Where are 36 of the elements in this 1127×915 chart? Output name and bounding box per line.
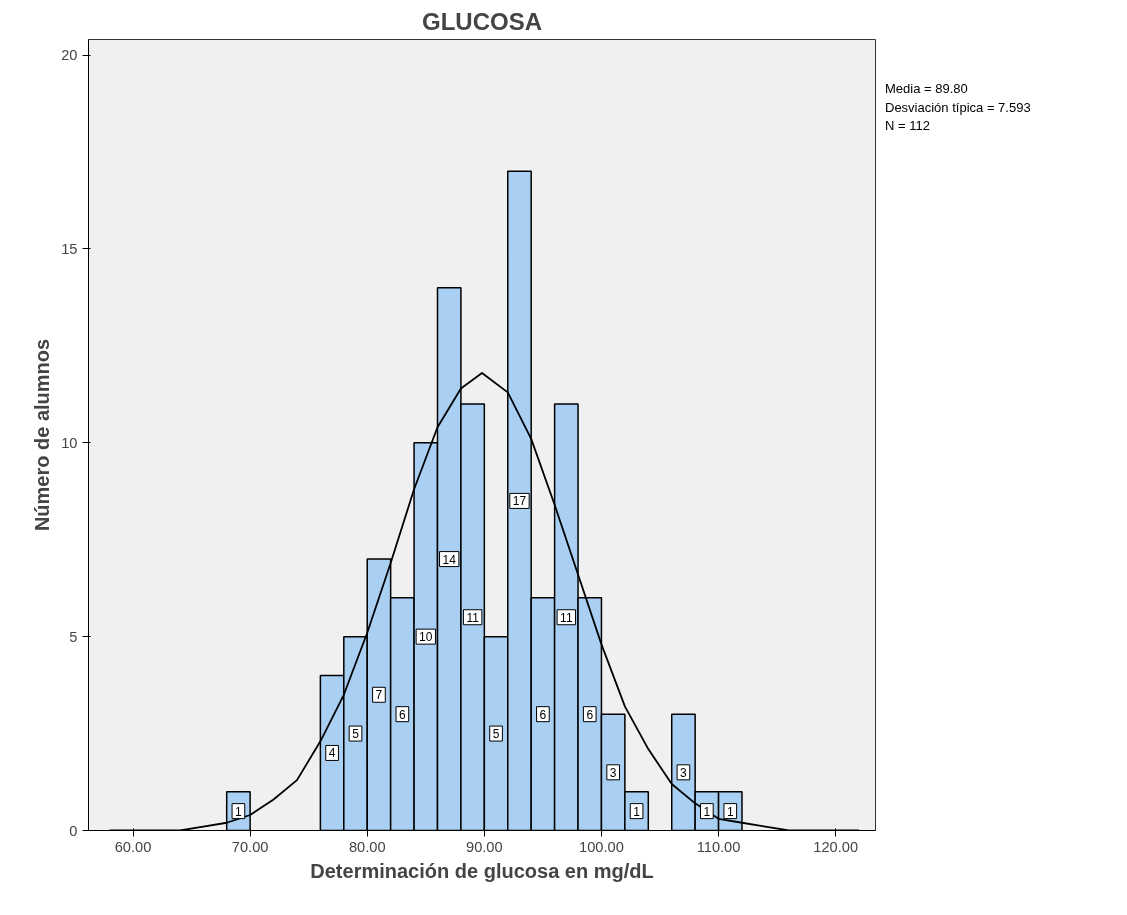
data-label: 11 — [560, 610, 573, 625]
x-tick-label: 80.00 — [348, 838, 386, 855]
data-label: 11 — [466, 610, 480, 625]
data-label: 1 — [703, 804, 711, 819]
data-label: 3 — [680, 765, 688, 780]
x-tick-label: 110.00 — [696, 838, 741, 855]
y-axis-title: Número de alumnos — [31, 338, 54, 532]
data-label: 5 — [492, 727, 500, 742]
x-tick-label: 60.00 — [114, 838, 152, 855]
data-label: 5 — [352, 727, 360, 742]
chart-title: GLUCOSA — [422, 7, 542, 35]
x-axis-title: Determinación de glucosa en mg/dL — [310, 859, 654, 882]
data-label: 7 — [375, 688, 383, 703]
data-label: 6 — [586, 707, 594, 722]
text: N = 112 — [885, 118, 930, 134]
data-label: 1 — [726, 804, 734, 819]
text: Desviación típica = 7.593 — [885, 99, 1031, 115]
x-tick-label: 100.00 — [579, 838, 624, 855]
data-label: 17 — [512, 494, 527, 509]
text: Media = 89.80 — [885, 81, 968, 96]
y-tick-label: 15 — [61, 240, 78, 257]
data-label: 10 — [419, 630, 433, 645]
data-label: 1 — [235, 804, 243, 819]
x-tick-label: 70.00 — [231, 838, 269, 855]
data-label: 1 — [633, 804, 641, 819]
data-label: 14 — [442, 552, 457, 567]
data-label: 6 — [539, 707, 547, 722]
data-label: 4 — [328, 746, 336, 761]
x-tick-label: 120.00 — [813, 838, 859, 855]
data-label: 3 — [609, 765, 617, 780]
y-tick-label: 0 — [69, 822, 78, 839]
x-tick-label: 90.00 — [466, 838, 503, 855]
y-tick-label: 10 — [61, 434, 78, 451]
y-tick-label: 20 — [61, 47, 78, 64]
y-tick-label: 5 — [69, 628, 78, 645]
data-label: 6 — [399, 707, 407, 722]
